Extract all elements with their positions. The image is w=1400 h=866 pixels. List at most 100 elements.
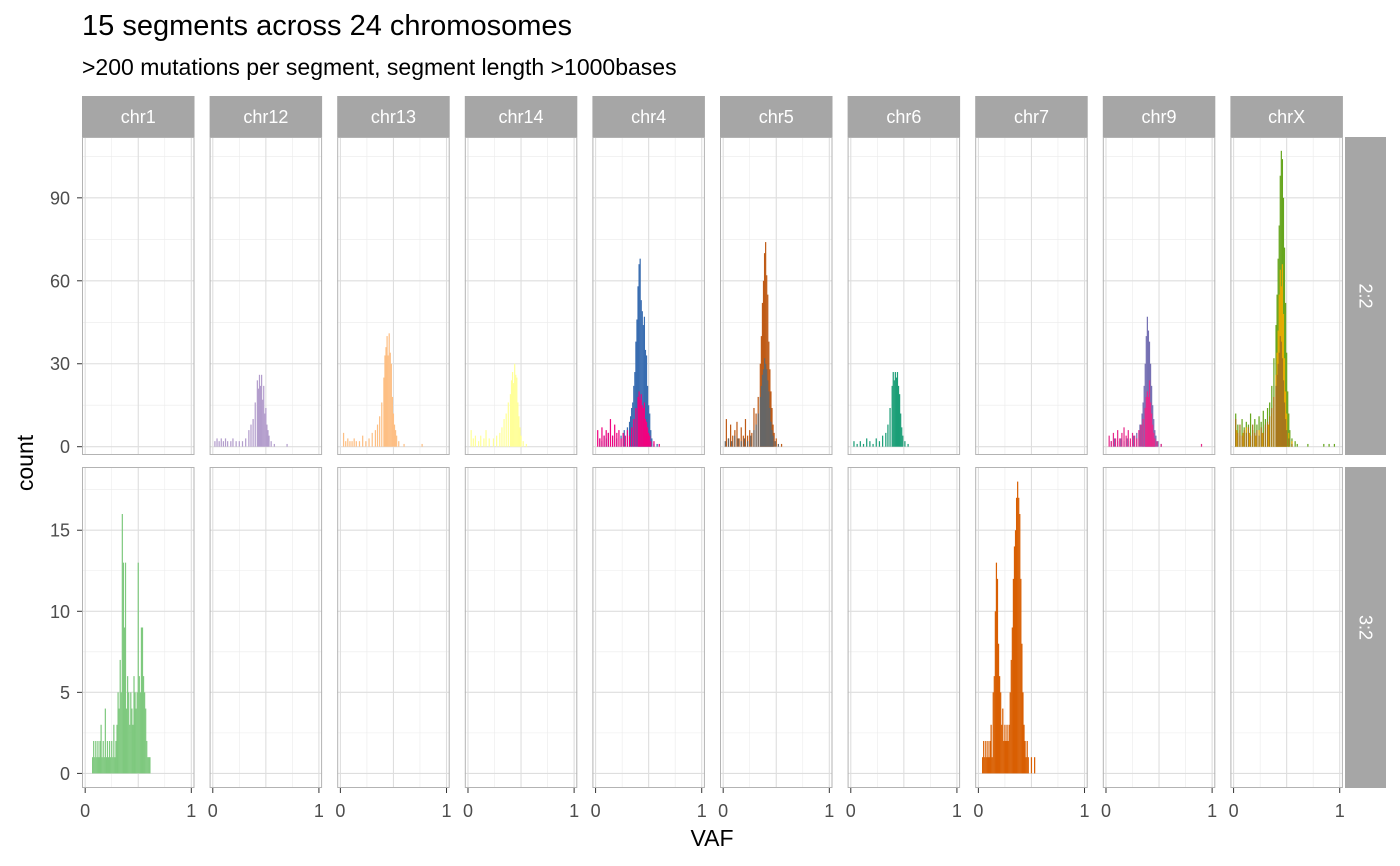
- histogram-bar: [1131, 432, 1134, 447]
- panel-border: [592, 137, 705, 455]
- histogram-bar: [895, 377, 898, 447]
- histogram-bar: [1281, 264, 1284, 447]
- histogram-bar: [1141, 413, 1143, 447]
- histogram-bar: [731, 441, 733, 447]
- histogram-bar: [1147, 330, 1150, 447]
- histogram-bar: [1002, 708, 1004, 774]
- histogram-bar: [488, 438, 490, 447]
- histogram-bar: [477, 441, 480, 447]
- histogram-bar: [597, 430, 599, 447]
- panel-border: [1102, 137, 1216, 455]
- histogram-bar: [1113, 438, 1116, 447]
- histogram-bar: [1023, 724, 1025, 774]
- column-strip-label: chr1: [121, 107, 156, 127]
- x-tick-label: 1: [569, 801, 579, 821]
- histogram-bar: [353, 438, 355, 447]
- histogram-bar: [388, 333, 390, 447]
- panel-border: [1102, 467, 1216, 788]
- histogram-bar: [983, 740, 985, 774]
- histogram-bar: [1261, 432, 1263, 447]
- histogram-bar: [991, 757, 993, 774]
- histogram-bar: [1280, 341, 1282, 447]
- histogram-bar: [106, 740, 109, 774]
- histogram-bar: [746, 441, 749, 447]
- histogram-bar: [624, 435, 626, 447]
- histogram-bar: [235, 441, 237, 447]
- panel-border: [82, 137, 195, 455]
- histogram-bar: [265, 407, 267, 447]
- histogram-bar: [1291, 443, 1293, 447]
- histogram-bar: [750, 435, 752, 447]
- histogram-bar: [753, 430, 755, 447]
- x-tick-label: 1: [314, 801, 324, 821]
- histogram-bar: [1026, 740, 1028, 774]
- histogram-bar: [115, 740, 117, 774]
- histogram-bar: [646, 385, 649, 447]
- histogram-bar: [136, 692, 138, 774]
- histogram-bar: [896, 372, 899, 447]
- histogram-bar: [643, 316, 646, 447]
- histogram-bar: [737, 438, 739, 447]
- histogram-bar: [238, 441, 240, 447]
- histogram-bar: [1255, 435, 1257, 447]
- histogram-bar: [518, 416, 520, 447]
- histogram-bar: [1156, 441, 1158, 447]
- x-tick-label: 1: [1080, 801, 1090, 821]
- histogram-bar: [1134, 435, 1136, 447]
- histogram-bar: [103, 757, 105, 774]
- histogram-bar: [649, 435, 651, 447]
- histogram-bar: [618, 430, 620, 447]
- histogram-bar: [270, 441, 272, 447]
- x-tick-label: 0: [1101, 801, 1111, 821]
- y-tick-label: 15: [50, 521, 70, 541]
- histogram-bar: [740, 427, 742, 447]
- histogram-bar: [522, 441, 524, 447]
- column-strip-label: chrX: [1268, 107, 1305, 127]
- histogram-bar: [273, 443, 275, 447]
- panel-border: [1230, 137, 1343, 455]
- histogram-bar: [992, 692, 994, 774]
- histogram-bar: [1288, 438, 1290, 447]
- histogram-bar: [1024, 740, 1026, 774]
- histogram-bar: [760, 385, 763, 447]
- histogram-bar: [1139, 424, 1141, 447]
- histogram-bar: [139, 692, 141, 774]
- histogram-bar: [1017, 481, 1019, 774]
- histogram-bar: [1333, 443, 1336, 447]
- histogram-bar: [148, 757, 150, 774]
- histogram-bar: [650, 430, 652, 447]
- histogram-bar: [1241, 435, 1243, 447]
- histogram-bar: [264, 413, 266, 447]
- histogram-bar: [113, 724, 115, 774]
- histogram-bar: [724, 441, 726, 447]
- histogram-bar: [127, 676, 129, 774]
- histogram-bar: [616, 432, 618, 447]
- histogram-bar: [107, 757, 110, 774]
- histogram-bar: [105, 757, 108, 774]
- histogram-bar: [1242, 432, 1244, 447]
- histogram-bar: [907, 443, 909, 447]
- histogram-bar: [1269, 416, 1271, 447]
- histogram-bar: [984, 757, 986, 774]
- histogram-bar: [474, 435, 477, 447]
- histogram-bar: [1145, 396, 1147, 447]
- histogram-bar: [603, 435, 605, 447]
- histogram-bar: [1119, 438, 1121, 447]
- column-strip-label: chr4: [631, 107, 666, 127]
- histogram-bar: [398, 441, 400, 447]
- histogram-bar: [351, 441, 353, 447]
- histogram-bar: [740, 441, 742, 447]
- x-tick-label: 0: [591, 801, 601, 821]
- chart-title: 15 segments across 24 chromosomes: [82, 10, 572, 42]
- histogram-bar: [641, 311, 643, 447]
- histogram-bar: [365, 441, 367, 447]
- histogram-bar: [853, 441, 855, 447]
- histogram-bar: [266, 424, 268, 447]
- histogram-bar: [736, 421, 738, 447]
- histogram-bar: [1117, 430, 1119, 447]
- histogram-bar: [897, 385, 900, 447]
- histogram-bar: [1146, 391, 1148, 447]
- histogram-bar: [875, 438, 877, 447]
